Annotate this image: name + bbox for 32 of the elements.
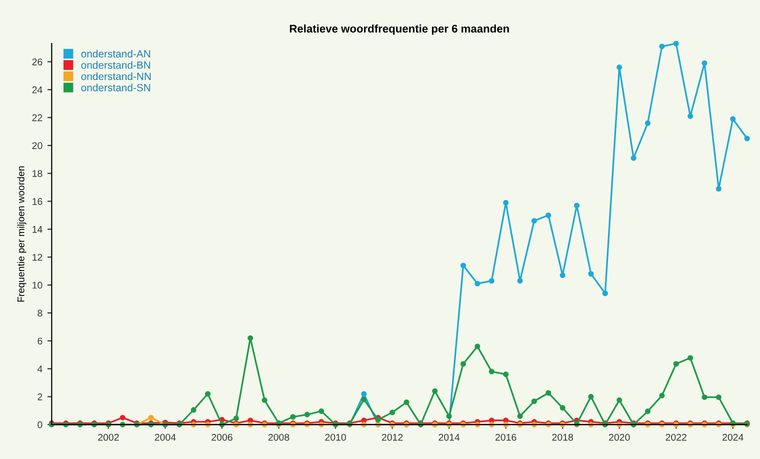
legend-label: onderstand-SN <box>81 84 150 92</box>
x-tick-label: 2016 <box>495 434 516 441</box>
x-tick-label: 2014 <box>438 434 460 441</box>
x-tick-label: 2002 <box>98 434 119 441</box>
y-tick-label: 14 <box>32 226 42 233</box>
y-tick-label: 24 <box>32 86 42 94</box>
x-tick-label: 2024 <box>722 434 744 441</box>
x-tick-label: 2006 <box>212 434 232 441</box>
x-tick-label: 2018 <box>552 434 573 441</box>
y-tick-label: 22 <box>32 114 42 122</box>
legend-label: onderstand-AN <box>81 50 150 58</box>
chart-title: Relatieve woordfrequentie per 6 maanden <box>290 24 509 35</box>
x-tick-label: 2020 <box>609 434 630 441</box>
y-tick-label: 0 <box>38 421 42 428</box>
x-tick-label: 2010 <box>325 434 346 441</box>
x-tick-label: 2012 <box>382 434 403 441</box>
legend-label: onderstand-NN <box>81 72 151 80</box>
x-tick-label: 2008 <box>268 434 290 441</box>
x-tick-label: 2004 <box>154 434 176 441</box>
y-tick-label: 4 <box>37 366 42 372</box>
y-tick-label: 16 <box>32 198 42 205</box>
y-tick-label: 2 <box>38 393 42 400</box>
y-tick-label: 10 <box>32 282 42 289</box>
y-tick-label: 8 <box>38 310 42 317</box>
y-tick-label: 6 <box>38 338 42 344</box>
y-axis-title: Frequentie per miljoen woorden <box>17 166 26 302</box>
y-tick-label: 12 <box>32 254 42 261</box>
y-tick-label: 18 <box>32 170 42 178</box>
y-tick-label: 26 <box>32 58 42 66</box>
x-tick-label: 2022 <box>666 434 686 441</box>
legend-label: onderstand-BN <box>81 61 150 69</box>
y-tick-label: 20 <box>32 142 42 150</box>
